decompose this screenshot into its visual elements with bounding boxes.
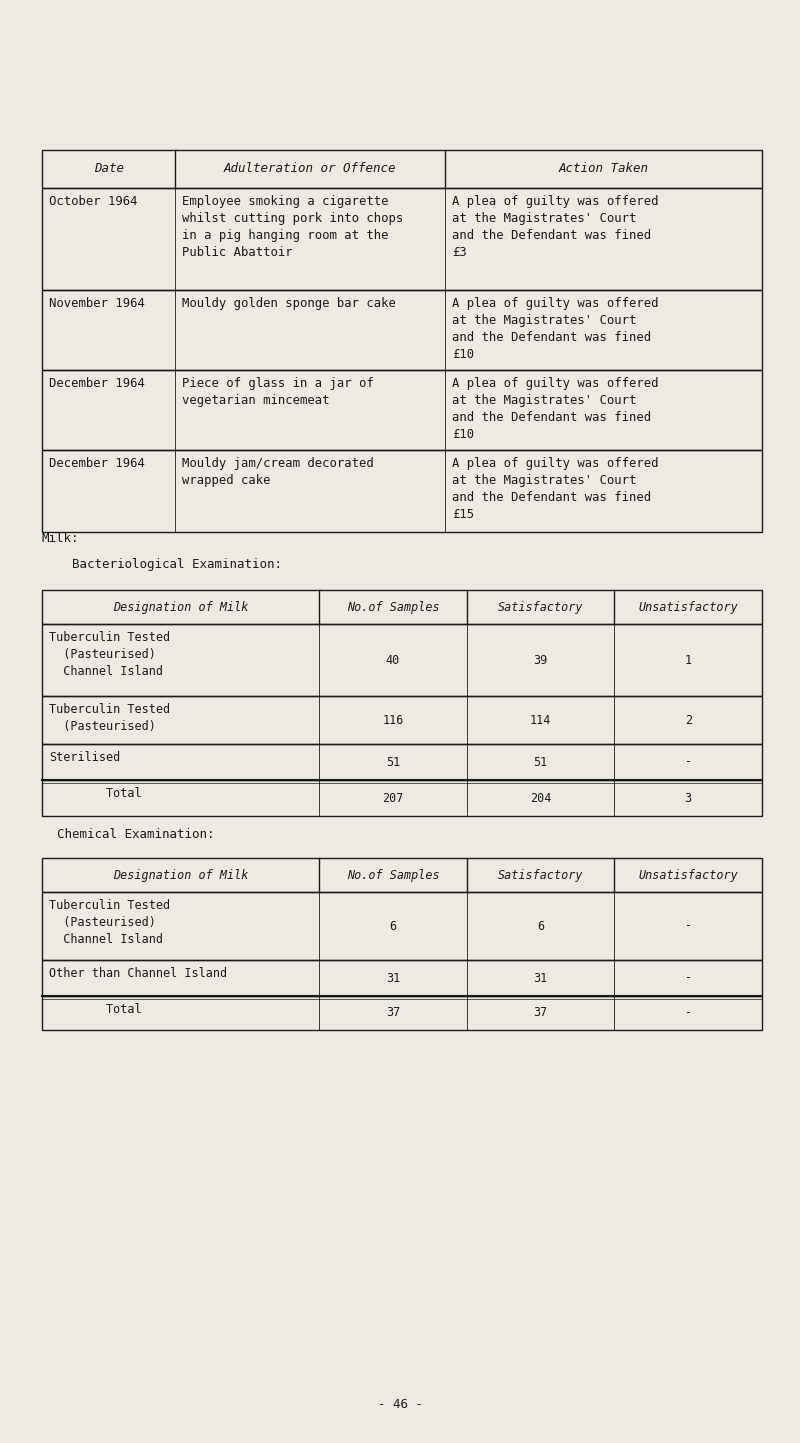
Text: A plea of guilty was offered
at the Magistrates' Court
and the Defendant was fin: A plea of guilty was offered at the Magi… bbox=[452, 297, 658, 361]
Text: -: - bbox=[685, 971, 692, 984]
Text: 114: 114 bbox=[530, 713, 551, 726]
Text: December 1964: December 1964 bbox=[49, 377, 145, 390]
Text: Unsatisfactory: Unsatisfactory bbox=[638, 869, 738, 882]
Text: Mouldy jam/cream decorated
wrapped cake: Mouldy jam/cream decorated wrapped cake bbox=[182, 457, 374, 486]
Text: Total: Total bbox=[49, 1003, 142, 1016]
Text: Milk:: Milk: bbox=[42, 532, 79, 545]
Text: 40: 40 bbox=[386, 654, 400, 667]
Text: 31: 31 bbox=[534, 971, 548, 984]
Text: 6: 6 bbox=[537, 919, 544, 932]
Bar bbox=[42, 450, 762, 532]
Bar bbox=[42, 623, 762, 696]
Text: December 1964: December 1964 bbox=[49, 457, 145, 470]
Bar bbox=[42, 590, 762, 623]
Text: Unsatisfactory: Unsatisfactory bbox=[638, 600, 738, 613]
Text: 37: 37 bbox=[386, 1007, 400, 1020]
Text: Piece of glass in a jar of
vegetarian mincemeat: Piece of glass in a jar of vegetarian mi… bbox=[182, 377, 374, 407]
Bar bbox=[42, 960, 762, 996]
Bar bbox=[42, 859, 762, 892]
Text: 3: 3 bbox=[685, 792, 692, 805]
Bar bbox=[42, 745, 762, 781]
Text: 116: 116 bbox=[382, 713, 404, 726]
Text: 37: 37 bbox=[534, 1007, 548, 1020]
Bar bbox=[42, 290, 762, 369]
Text: 51: 51 bbox=[386, 756, 400, 769]
Text: -: - bbox=[685, 919, 692, 932]
Bar bbox=[42, 781, 762, 815]
Text: Satisfactory: Satisfactory bbox=[498, 869, 583, 882]
Text: Adulteration or Offence: Adulteration or Offence bbox=[224, 163, 397, 176]
Text: -: - bbox=[685, 756, 692, 769]
Text: Tuberculin Tested
  (Pasteurised)
  Channel Island: Tuberculin Tested (Pasteurised) Channel … bbox=[49, 899, 170, 947]
Text: October 1964: October 1964 bbox=[49, 195, 138, 208]
Text: A plea of guilty was offered
at the Magistrates' Court
and the Defendant was fin: A plea of guilty was offered at the Magi… bbox=[452, 457, 658, 521]
Text: A plea of guilty was offered
at the Magistrates' Court
and the Defendant was fin: A plea of guilty was offered at the Magi… bbox=[452, 377, 658, 442]
Text: Designation of Milk: Designation of Milk bbox=[113, 600, 248, 613]
Text: Action Taken: Action Taken bbox=[558, 163, 649, 176]
Text: 204: 204 bbox=[530, 792, 551, 805]
Text: No.of Samples: No.of Samples bbox=[346, 600, 439, 613]
Bar bbox=[42, 188, 762, 290]
Text: No.of Samples: No.of Samples bbox=[346, 869, 439, 882]
Bar bbox=[42, 150, 762, 188]
Text: 51: 51 bbox=[534, 756, 548, 769]
Text: Other than Channel Island: Other than Channel Island bbox=[49, 967, 227, 980]
Text: Sterilised: Sterilised bbox=[49, 750, 120, 763]
Text: - 46 -: - 46 - bbox=[378, 1398, 422, 1411]
Bar bbox=[42, 892, 762, 960]
Bar bbox=[42, 996, 762, 1030]
Bar bbox=[42, 696, 762, 745]
Text: A plea of guilty was offered
at the Magistrates' Court
and the Defendant was fin: A plea of guilty was offered at the Magi… bbox=[452, 195, 658, 258]
Text: 1: 1 bbox=[685, 654, 692, 667]
Text: November 1964: November 1964 bbox=[49, 297, 145, 310]
Text: 6: 6 bbox=[390, 919, 397, 932]
Text: Total: Total bbox=[49, 786, 142, 799]
Text: Chemical Examination:: Chemical Examination: bbox=[42, 828, 214, 841]
Text: Designation of Milk: Designation of Milk bbox=[113, 869, 248, 882]
Text: Satisfactory: Satisfactory bbox=[498, 600, 583, 613]
Text: 207: 207 bbox=[382, 792, 404, 805]
Text: Date: Date bbox=[94, 163, 123, 176]
Text: Mouldy golden sponge bar cake: Mouldy golden sponge bar cake bbox=[182, 297, 396, 310]
Text: Tuberculin Tested
  (Pasteurised): Tuberculin Tested (Pasteurised) bbox=[49, 703, 170, 733]
Text: Tuberculin Tested
  (Pasteurised)
  Channel Island: Tuberculin Tested (Pasteurised) Channel … bbox=[49, 631, 170, 678]
Text: 2: 2 bbox=[685, 713, 692, 726]
Text: 39: 39 bbox=[534, 654, 548, 667]
Text: Bacteriological Examination:: Bacteriological Examination: bbox=[42, 558, 282, 571]
Text: 31: 31 bbox=[386, 971, 400, 984]
Text: Employee smoking a cigarette
whilst cutting pork into chops
in a pig hanging roo: Employee smoking a cigarette whilst cutt… bbox=[182, 195, 403, 258]
Bar bbox=[42, 369, 762, 450]
Text: -: - bbox=[685, 1007, 692, 1020]
